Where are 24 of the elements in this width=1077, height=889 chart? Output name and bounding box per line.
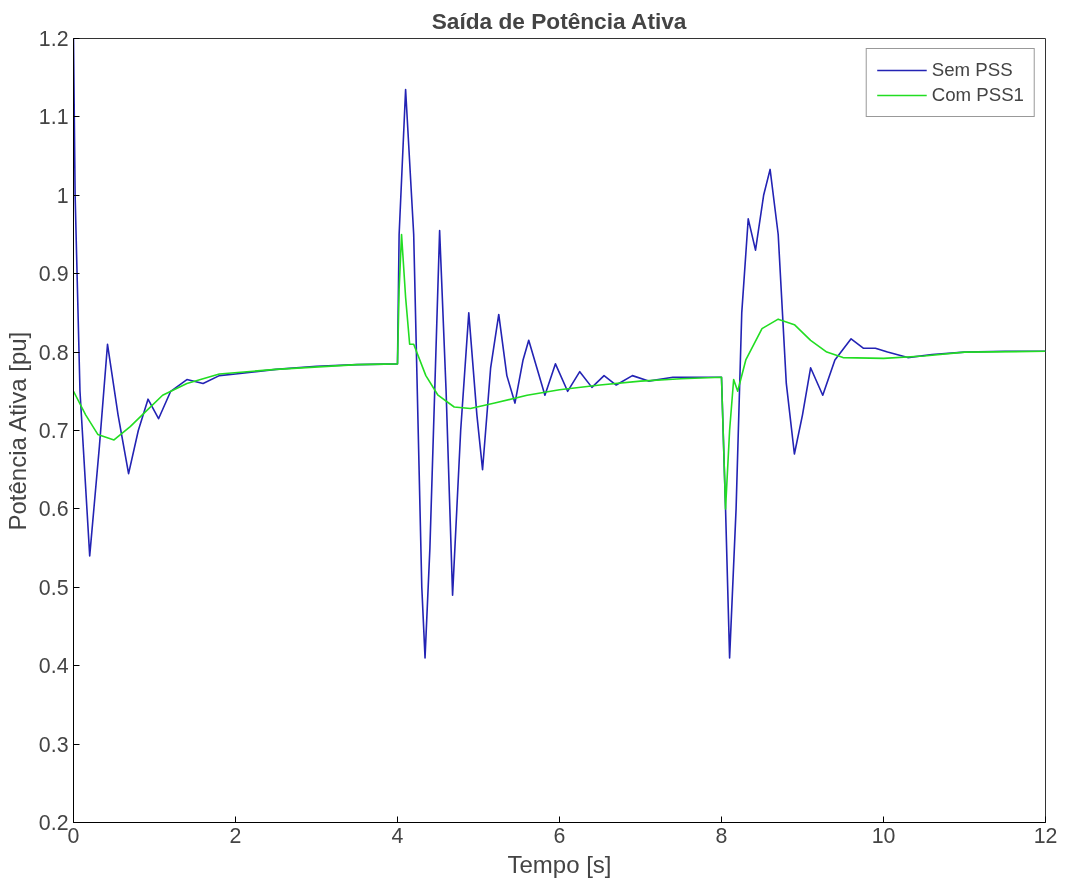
y-tick-label: 0.3 bbox=[38, 732, 69, 757]
y-tick-label: 1 bbox=[56, 183, 69, 208]
x-tick-label: 8 bbox=[715, 823, 728, 848]
y-tick-label: 0.2 bbox=[38, 811, 69, 835]
x-axis-title: Tempo [s] bbox=[507, 850, 612, 878]
line-series bbox=[73, 233, 1046, 510]
y-tick-label: 0.6 bbox=[38, 497, 69, 522]
chart-title: Saída de Potência Ativa bbox=[431, 7, 687, 34]
legend-label: Sem PSS bbox=[931, 59, 1013, 81]
y-tick-label: 0.8 bbox=[38, 340, 69, 365]
y-tick-label: 0.4 bbox=[38, 654, 69, 679]
y-tick-label: 0.7 bbox=[38, 419, 69, 443]
y-tick-label: 0.9 bbox=[38, 262, 69, 287]
y-axis-title: Potência Ativa [pu] bbox=[3, 331, 31, 531]
x-tick-label: 0 bbox=[67, 823, 80, 848]
y-tick-label: 1.2 bbox=[38, 27, 69, 51]
legend-label: Com PSS1 bbox=[931, 84, 1024, 106]
x-tick-label: 2 bbox=[229, 823, 242, 848]
x-tick-label: 6 bbox=[553, 823, 566, 848]
x-tick-label: 10 bbox=[871, 823, 896, 848]
y-tick-label: 0.5 bbox=[38, 575, 69, 600]
x-tick-label: 4 bbox=[391, 823, 404, 848]
x-tick-label: 12 bbox=[1033, 823, 1058, 848]
y-tick-label: 1.1 bbox=[38, 105, 69, 130]
